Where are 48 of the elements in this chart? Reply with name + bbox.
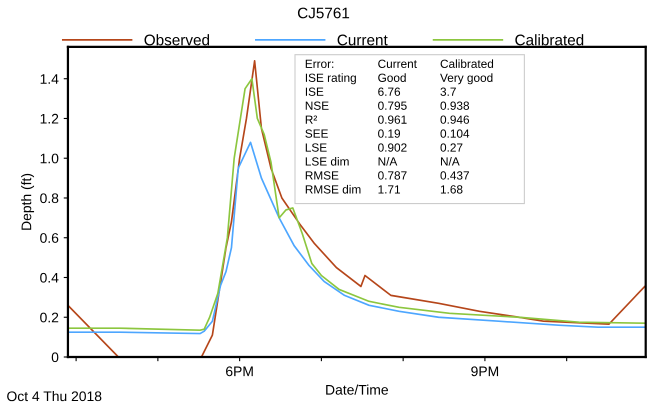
chart-title: CJ5761: [298, 8, 350, 18]
annotation: 0.104: [440, 129, 470, 138]
annotation: Current: [378, 60, 417, 68]
y-tick-label: 0.2: [40, 312, 58, 322]
annotation: NSE: [306, 101, 329, 110]
annotation: SEE: [305, 129, 328, 138]
annotation: 0.27: [440, 143, 462, 152]
annotation: 0.787: [378, 171, 407, 180]
y-tick-label: 0: [52, 352, 58, 362]
annotation: RMSE: [306, 171, 338, 180]
y-tick-label: 0.8: [40, 193, 58, 204]
annotation: LSE dim: [306, 157, 349, 166]
annotation: ISE rating: [306, 73, 356, 84]
text: Oct 4 Thu 2018: [7, 390, 102, 402]
annotation: 1.68: [440, 185, 462, 194]
annotation: Very good: [440, 73, 492, 84]
annotation: Good: [378, 73, 406, 82]
annotation: LSE: [306, 143, 327, 152]
annotation: 0.961: [378, 115, 407, 124]
annotation: 0.795: [378, 101, 407, 110]
annotation: 0.437: [440, 171, 469, 180]
annotation: 0.902: [378, 143, 407, 152]
y-tick-label: 0.4: [40, 272, 59, 283]
line-series: [68, 141, 646, 334]
annotation: R²: [306, 116, 318, 124]
x-axis-title: Date/Time: [326, 384, 388, 395]
legend-label: Observed: [144, 34, 210, 46]
y-tick-label: 0.6: [40, 233, 58, 243]
annotation: Calibrated: [440, 59, 494, 68]
annotation: RMSE dim: [306, 184, 360, 194]
annotation: ISE: [306, 88, 324, 96]
annotation: Error:: [306, 60, 334, 68]
annotation: 0.19: [378, 129, 400, 138]
y-tick-label: 1.4: [40, 74, 59, 84]
annotation: 3.7: [440, 88, 456, 96]
legend-label: Calibrated: [515, 34, 584, 46]
x-tick-label: 9PM: [471, 366, 498, 376]
annotation: N/A: [440, 157, 460, 166]
y-axis-title: Depth (ft): [21, 174, 34, 230]
legend-label: Current: [338, 34, 388, 46]
annotation: N/A: [378, 157, 398, 166]
x-tick-label: 6PM: [226, 366, 253, 376]
y-tick-label: 1.0: [40, 154, 58, 164]
y-tick-label: 1.2: [40, 114, 58, 124]
annotation: 0.946: [440, 115, 470, 124]
annotation: 1.71: [378, 185, 400, 194]
annotation: 6.76: [378, 88, 400, 96]
annotation: 0.938: [440, 101, 470, 110]
